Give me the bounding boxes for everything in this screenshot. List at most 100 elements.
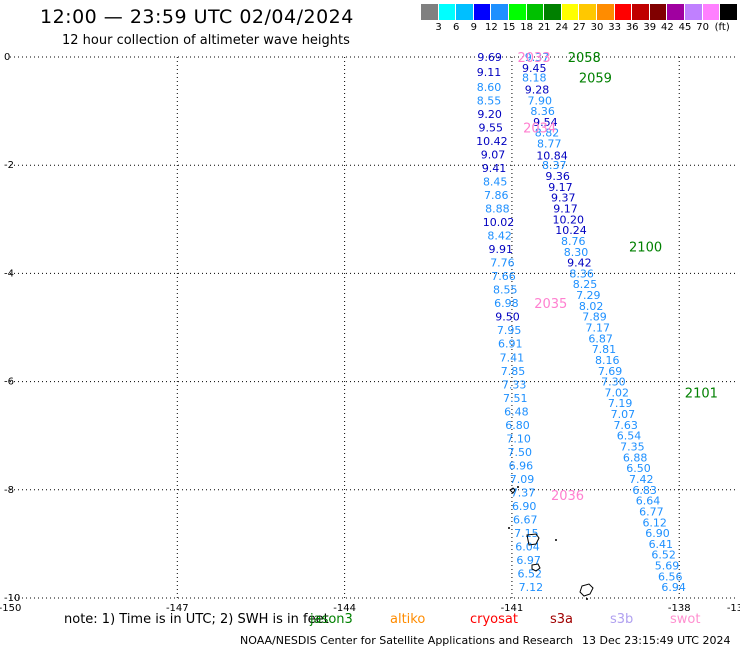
island-dot bbox=[517, 486, 519, 488]
wave-height-label: 7.07 bbox=[611, 408, 636, 421]
wave-height-label: 8.82 bbox=[535, 127, 560, 140]
x-tick-label: -144 bbox=[333, 603, 356, 614]
wave-height-label: 7.66 bbox=[491, 270, 516, 283]
wave-height-label: 8.55 bbox=[493, 284, 518, 297]
wave-height-label: 6.54 bbox=[617, 430, 642, 443]
y-tick-label: -6 bbox=[4, 377, 14, 388]
scale-swatch bbox=[473, 4, 492, 20]
wave-height-label: 7.35 bbox=[620, 441, 645, 454]
scale-swatch bbox=[508, 4, 527, 20]
wave-height-label: 6.80 bbox=[505, 419, 530, 432]
wave-height-label: 7.41 bbox=[500, 351, 525, 364]
scale-tick-label: 15 bbox=[502, 22, 516, 33]
wave-height-label: 6.90 bbox=[645, 527, 670, 540]
scale-swatch bbox=[614, 4, 633, 20]
scale-swatch bbox=[667, 4, 685, 20]
satellite-legend-item: s3a bbox=[550, 612, 574, 627]
satellite-legend-item: s3b bbox=[610, 612, 634, 627]
wave-height-label: 7.29 bbox=[576, 289, 601, 302]
track-label: 2036 bbox=[551, 489, 584, 504]
wave-height-label: 8.77 bbox=[537, 138, 562, 151]
scale-swatch bbox=[649, 4, 668, 20]
wave-height-label: 6.97 bbox=[516, 554, 541, 567]
scale-tick-label: 6 bbox=[453, 22, 460, 33]
wave-height-label: 6.88 bbox=[623, 451, 648, 464]
wave-height-label: 7.09 bbox=[510, 473, 535, 486]
satellite-legend: jason3 altiko cryosat s3a s3b swot bbox=[310, 612, 730, 628]
wave-height-label: 7.90 bbox=[528, 94, 553, 107]
wave-height-label: 10.84 bbox=[536, 149, 568, 162]
wave-height-label: 7.02 bbox=[605, 386, 630, 399]
wave-height-label: 9.20 bbox=[477, 108, 502, 121]
scale-swatch bbox=[684, 4, 703, 20]
y-tick-label: -10 bbox=[4, 593, 20, 604]
wave-height-label: 9.37 bbox=[525, 51, 550, 64]
wave-height-label: 8.88 bbox=[485, 202, 510, 215]
island-outline bbox=[526, 533, 540, 546]
wave-height-label: 7.50 bbox=[507, 446, 532, 459]
wave-height-label: 6.56 bbox=[658, 570, 683, 583]
wave-height-label: 8.36 bbox=[530, 105, 555, 118]
wave-height-label: 9.69 bbox=[477, 51, 502, 64]
y-tick-label: 0 bbox=[4, 52, 10, 63]
wave-height-label: 7.95 bbox=[497, 324, 522, 337]
wave-height-label: 9.45 bbox=[522, 62, 547, 75]
x-tick-label: -13 bbox=[727, 603, 740, 614]
footer-credit: NOAA/NESDIS Center for Satellite Applica… bbox=[240, 634, 574, 647]
wave-height-label: 6.87 bbox=[588, 332, 613, 345]
x-tick-label: -141 bbox=[501, 603, 524, 614]
scale-tick-label: 3 bbox=[435, 22, 442, 33]
y-tick-label: -8 bbox=[4, 485, 14, 496]
island-dot bbox=[508, 527, 510, 529]
wave-height-label: 9.07 bbox=[481, 148, 506, 161]
track-label: 2033 bbox=[518, 51, 551, 66]
wave-height-label: 7.76 bbox=[490, 257, 515, 270]
wave-height-label: 7.42 bbox=[629, 473, 654, 486]
wave-height-label: 9.17 bbox=[553, 202, 578, 215]
wave-height-label: 6.77 bbox=[639, 505, 664, 518]
wave-height-label: 7.51 bbox=[503, 392, 528, 405]
wave-height-label: 9.28 bbox=[525, 83, 550, 96]
footer-timestamp: 13 Dec 23:15:49 UTC 2024 bbox=[582, 634, 731, 647]
wave-height-label: 6.90 bbox=[512, 500, 537, 513]
satellite-legend-item: jason3 bbox=[310, 612, 353, 627]
wave-height-label: 6.91 bbox=[498, 338, 523, 351]
wave-height-label: 6.83 bbox=[632, 484, 657, 497]
scale-tick-label: 45 bbox=[678, 22, 692, 33]
scale-swatch bbox=[526, 4, 545, 20]
wave-height-label: 8.60 bbox=[477, 81, 502, 94]
x-tick-label: -147 bbox=[166, 603, 189, 614]
scale-tick-label: 12 bbox=[485, 22, 498, 33]
wave-height-label: 7.86 bbox=[484, 189, 509, 202]
wave-height-label: 5.69 bbox=[655, 560, 680, 573]
wave-height-label: 7.12 bbox=[519, 581, 544, 594]
satellite-legend-item: cryosat bbox=[470, 612, 518, 627]
scale-swatch bbox=[491, 4, 509, 20]
wave-height-label: 10.24 bbox=[555, 224, 587, 237]
scale-swatch bbox=[561, 4, 580, 20]
chart-subtitle: 12 hour collection of altimeter wave hei… bbox=[62, 33, 350, 48]
x-tick-label: -138 bbox=[668, 603, 691, 614]
scale-swatch bbox=[438, 4, 457, 20]
wave-height-label: 9.17 bbox=[548, 181, 573, 194]
wave-height-label: 8.42 bbox=[487, 230, 512, 243]
scale-tick-label: 27 bbox=[573, 22, 586, 33]
wave-height-label: 6.94 bbox=[661, 581, 686, 594]
scale-swatch bbox=[702, 4, 721, 20]
track-label: 2101 bbox=[685, 386, 718, 401]
scale-tick-label: 9 bbox=[470, 22, 477, 33]
wave-height-label: 8.18 bbox=[522, 72, 547, 85]
wave-height-label: 8.37 bbox=[542, 159, 567, 172]
scale-tick-label: 33 bbox=[608, 22, 621, 33]
scale-tick-label: 36 bbox=[625, 22, 639, 33]
island-outline bbox=[579, 583, 594, 597]
wave-height-label: 6.41 bbox=[649, 538, 674, 551]
y-tick-label: -4 bbox=[4, 268, 14, 279]
wave-height-label: 7.63 bbox=[613, 419, 638, 432]
wave-height-label: 6.52 bbox=[651, 549, 676, 562]
wave-height-label: 8.36 bbox=[569, 267, 594, 280]
wave-height-label: 8.30 bbox=[564, 246, 589, 259]
island-dot bbox=[555, 539, 557, 541]
scale-swatch bbox=[544, 4, 562, 20]
